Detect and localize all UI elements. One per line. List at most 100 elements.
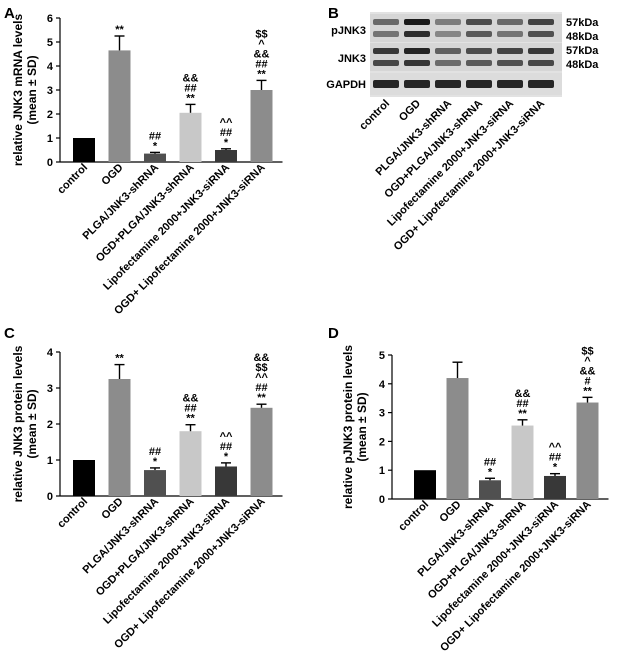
band-jnk3-48 (466, 60, 492, 66)
y-tick-label: 2 (47, 109, 53, 121)
bar (446, 378, 469, 499)
significance-marker: ## (516, 398, 528, 410)
band-pjnk3-57 (435, 19, 461, 25)
bar (414, 470, 436, 499)
bar (108, 50, 131, 162)
panel-label-c: C (4, 325, 15, 342)
significance-marker: ** (186, 413, 195, 425)
significance-marker: * (153, 456, 158, 468)
y-tick-label: 1 (47, 133, 53, 145)
x-tick-label: OGD+ Lipofectamine 2000+JNK3-siRNA (438, 499, 593, 654)
band-pjnk3-48 (497, 31, 523, 37)
significance-marker: && (183, 72, 199, 84)
y-tick-label: 2 (47, 419, 53, 431)
y-tick-label: 0 (47, 491, 53, 503)
bar (108, 379, 131, 496)
x-tick-label: control (55, 496, 90, 531)
band-jnk3-48 (497, 60, 523, 66)
band-gapdh (373, 80, 399, 88)
y-tick-label: 0 (47, 157, 53, 169)
significance-marker: ^^ (220, 117, 233, 129)
band-pjnk3-57 (497, 19, 523, 25)
significance-marker: * (553, 462, 558, 474)
band-pjnk3-48 (435, 31, 461, 37)
significance-marker: ^ (258, 38, 265, 50)
significance-marker: ** (186, 92, 195, 104)
significance-marker: $$ (255, 28, 267, 40)
significance-marker: ^^ (255, 372, 268, 384)
bar (544, 475, 566, 499)
significance-marker: ** (257, 68, 266, 80)
band-jnk3-48 (373, 60, 399, 66)
band-gapdh (404, 80, 430, 88)
bar (73, 460, 95, 496)
y-tick-label: 4 (47, 347, 54, 359)
y-tick-label: 3 (47, 85, 53, 97)
bar (179, 112, 202, 162)
significance-marker: && (254, 48, 270, 60)
band-jnk3-57 (528, 48, 554, 54)
blot-lane-labels: control OGDPLGA/JNK3-shRNAOGD+PLGA/JNK3-s… (357, 98, 547, 254)
western-blot: pJNK3 JNK3 GAPDH 57kDa 48kDa 57kDa 48kDa… (326, 12, 599, 253)
y-axis-label: relative JNK3 mRNA levels (11, 14, 25, 167)
bar (511, 425, 534, 499)
y-tick-label: 6 (47, 13, 53, 25)
band-jnk3-48 (435, 60, 461, 66)
blot-bands (373, 19, 554, 88)
y-tick-label: 0 (379, 494, 385, 506)
significance-marker: && (580, 365, 596, 377)
blot-lane-label: control (357, 98, 392, 133)
y-axis-label-units: (mean ± SD) (25, 389, 39, 458)
y-tick-label: 3 (47, 383, 53, 395)
panel-label-d: D (328, 325, 339, 342)
significance-marker: ** (257, 392, 266, 404)
blot-strip-pjnk3 (370, 14, 562, 42)
chart-a: 0 1 2 3 4 5 6 relative JNK3 mRNA levels (mean ± … (11, 13, 283, 317)
band-jnk3-57 (404, 48, 430, 54)
significance-marker: ^^ (220, 431, 233, 443)
band-pjnk3-57 (404, 19, 430, 25)
x-tick-label: OGD (99, 496, 125, 522)
y-tick-label: 2 (379, 436, 385, 448)
significance-marker: ## (149, 446, 161, 458)
significance-marker: ** (115, 353, 124, 365)
band-jnk3-57 (373, 48, 399, 54)
significance-marker: * (224, 137, 229, 149)
y-axis-label-units: (mean ± SD) (355, 392, 369, 461)
marker-57kda-1: 57kDa (566, 17, 599, 29)
significance-marker: ^^ (549, 442, 562, 454)
y-tick-label: 3 (379, 408, 385, 420)
band-jnk3-48 (528, 60, 554, 66)
y-tick-label: 1 (379, 465, 385, 477)
x-tick-label: Lipofectamine 2000+JNK3-siRNA (101, 162, 232, 293)
y-axis-label: relative pJNK3 protein levels (341, 345, 355, 509)
significance-marker: * (224, 451, 229, 463)
bar (250, 407, 273, 496)
significance-marker: ## (220, 127, 232, 139)
significance-marker: && (254, 352, 270, 364)
bar (250, 90, 273, 162)
significance-marker: ## (549, 452, 561, 464)
y-tick-label: 5 (47, 37, 53, 49)
bar (144, 470, 166, 496)
bar (576, 402, 599, 499)
x-tick-label: control (396, 499, 431, 534)
significance-marker: ## (184, 82, 196, 94)
significance-marker: # (584, 375, 590, 387)
band-pjnk3-48 (466, 31, 492, 37)
band-gapdh (466, 80, 492, 88)
significance-marker: ## (484, 456, 496, 468)
band-pjnk3-57 (373, 19, 399, 25)
chart-d: 0 1 2 3 4 5 relative pJNK3 protein levels (mean… (341, 345, 609, 654)
significance-marker: ** (115, 24, 124, 36)
y-axis-label-units: (mean ± SD) (25, 55, 39, 124)
bar (215, 150, 237, 162)
blot-lane-label: OGD (397, 98, 423, 124)
bar (73, 138, 95, 162)
significance-marker: ## (220, 441, 232, 453)
y-tick-label: 1 (47, 455, 53, 467)
band-pjnk3-48 (528, 31, 554, 37)
significance-marker: $$ (581, 345, 593, 357)
panel-label-a: A (4, 5, 15, 22)
